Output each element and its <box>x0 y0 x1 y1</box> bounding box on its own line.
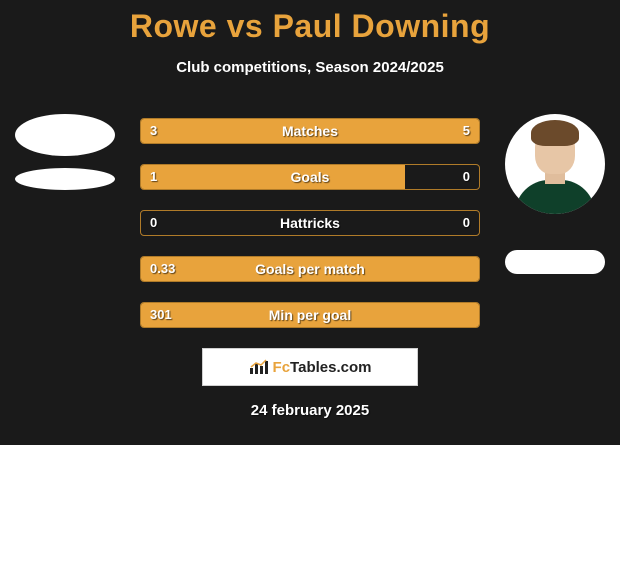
logo-text-prefix: Fc <box>273 359 291 376</box>
bar-chart-icon <box>249 359 269 375</box>
date-label: 24 february 2025 <box>0 402 620 419</box>
player-right-flag-placeholder <box>505 250 605 274</box>
stat-value-left: 3 <box>150 119 157 143</box>
stat-label: Matches <box>141 119 479 143</box>
stat-label: Goals per match <box>141 257 479 281</box>
stat-value-left: 1 <box>150 165 157 189</box>
stat-value-right: 5 <box>463 119 470 143</box>
stat-row: Goals per match0.33 <box>140 256 480 282</box>
player-left-avatar-placeholder <box>15 114 115 156</box>
page-title: Rowe vs Paul Downing <box>0 0 620 45</box>
stat-row: Matches3 5 <box>140 118 480 144</box>
stat-label: Goals <box>141 165 479 189</box>
stat-row: Goals1 0 <box>140 164 480 190</box>
stat-row: Min per goal301 <box>140 302 480 328</box>
stat-row: Hattricks0 0 <box>140 210 480 236</box>
stat-value-left: 0 <box>150 211 157 235</box>
stat-value-left: 0.33 <box>150 257 175 281</box>
avatar-hair <box>531 120 579 146</box>
light-background <box>0 445 620 580</box>
logo-text: FcTables.com <box>273 359 372 376</box>
stat-value-right: 0 <box>463 211 470 235</box>
avatar-shoulders <box>515 180 595 214</box>
logo-text-suffix: Tables.com <box>290 359 371 376</box>
stat-label: Hattricks <box>141 211 479 235</box>
fctables-logo: FcTables.com <box>202 348 418 386</box>
stat-label: Min per goal <box>141 303 479 327</box>
player-left-flag-placeholder <box>15 168 115 190</box>
player-right-column <box>500 114 610 274</box>
stat-value-left: 301 <box>150 303 172 327</box>
player-right-avatar <box>505 114 605 214</box>
comparison-card: Rowe vs Paul Downing Club competitions, … <box>0 0 620 419</box>
player-left-column <box>10 114 120 202</box>
page-subtitle: Club competitions, Season 2024/2025 <box>0 59 620 76</box>
stats-bars: Matches35Goals10Hattricks00Goals per mat… <box>140 118 480 328</box>
stat-value-right: 0 <box>463 165 470 189</box>
